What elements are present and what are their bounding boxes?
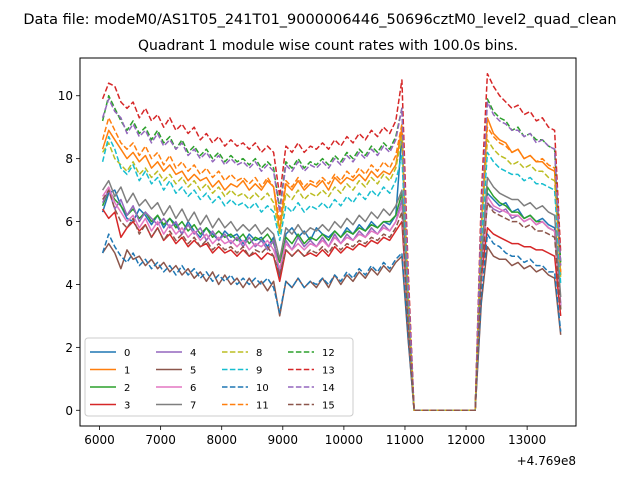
legend-label-1: 1 (124, 366, 130, 377)
y-tick-label: 4 (65, 278, 73, 292)
x-tick-label: 12000 (447, 433, 485, 447)
legend-label-11: 11 (256, 401, 269, 412)
legend-label-4: 4 (190, 348, 196, 359)
y-tick-label: 8 (65, 152, 73, 166)
chart-title: Quadrant 1 module wise count rates with … (138, 38, 518, 54)
x-tick-label: 7000 (145, 433, 176, 447)
series-line-1 (101, 117, 562, 412)
y-tick-label: 10 (58, 89, 73, 103)
x-tick-label: 10000 (325, 433, 363, 447)
legend-label-12: 12 (322, 348, 335, 359)
figure-suptitle: Data file: modeM0/AS1T05_241T01_90000064… (23, 12, 616, 28)
series-line-15 (101, 189, 562, 412)
x-tick-label: 13000 (508, 433, 546, 447)
x-tick-label: 11000 (386, 433, 424, 447)
y-tick-label: 2 (65, 341, 73, 355)
legend-label-9: 9 (256, 366, 262, 377)
series-layer (101, 72, 562, 412)
legend-label-8: 8 (256, 348, 262, 359)
legend-label-10: 10 (256, 383, 269, 394)
series-line-14 (101, 98, 562, 412)
x-tick-label: 6000 (84, 433, 115, 447)
legend-label-7: 7 (190, 401, 196, 412)
series-line-6 (101, 186, 562, 412)
legend-box (84, 337, 354, 417)
y-axis: 0 2 4 6 8 10 (58, 89, 80, 418)
x-tick-label: 8000 (206, 433, 237, 447)
legend-label-5: 5 (190, 366, 196, 377)
legend-label-13: 13 (322, 366, 335, 377)
series-line-11 (101, 117, 562, 412)
series-line-7 (101, 176, 562, 412)
series-line-3 (101, 208, 562, 412)
x-axis: 6000 7000 8000 9000 10000 11000 12000 13000 (84, 426, 546, 447)
x-tick-label: 9000 (268, 433, 299, 447)
y-tick-label: 6 (65, 215, 73, 229)
series-line-10 (101, 233, 562, 412)
legend-label-14: 14 (322, 383, 335, 394)
legend-label-15: 15 (322, 401, 335, 412)
x-offset-label: +4.769e8 (517, 454, 576, 468)
legend-label-2: 2 (124, 383, 130, 394)
legend-label-0: 0 (124, 348, 130, 359)
plot-frame (79, 57, 577, 427)
series-line-13 (101, 72, 562, 412)
y-tick-label: 0 (65, 404, 73, 418)
legend-label-6: 6 (190, 383, 196, 394)
series-line-9 (101, 135, 562, 412)
legend-label-3: 3 (124, 401, 130, 412)
